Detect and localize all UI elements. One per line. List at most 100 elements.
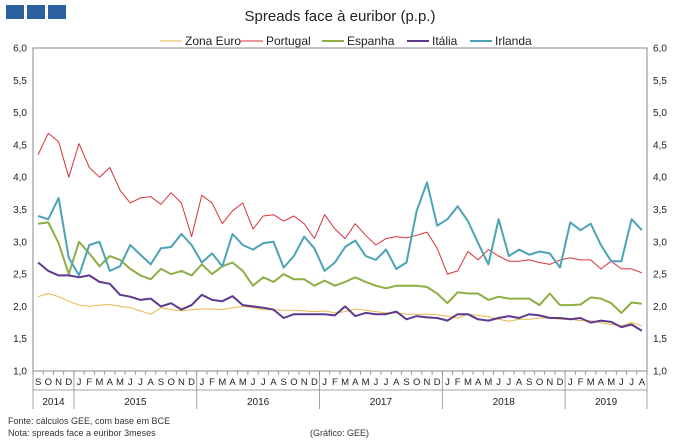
x-month-label: O bbox=[536, 377, 543, 388]
x-month-label: M bbox=[341, 377, 349, 388]
y-tick-right: 4,5 bbox=[653, 140, 667, 151]
x-month-label: A bbox=[639, 377, 646, 388]
method-note: Nota: spreads face a euribor 3meses bbox=[8, 428, 156, 438]
x-month-label: D bbox=[65, 377, 72, 388]
x-month-label: J bbox=[373, 377, 378, 388]
legend-label: Irlanda bbox=[495, 34, 532, 48]
series-line-espanha bbox=[37, 221, 643, 314]
x-year-label: 2017 bbox=[370, 397, 393, 408]
y-tick-left: 3,5 bbox=[13, 205, 27, 216]
y-tick-right: 2,5 bbox=[653, 270, 667, 281]
y-tick-right: 6,0 bbox=[653, 44, 667, 55]
legend-label: Portugal bbox=[266, 34, 311, 48]
x-month-label: M bbox=[362, 377, 370, 388]
y-tick-left: 4,5 bbox=[13, 140, 27, 151]
legend-label: Zona Euro bbox=[185, 34, 241, 48]
x-month-label: S bbox=[403, 377, 409, 388]
source-note: Fonte: cálculos GEE, com base em BCE bbox=[8, 416, 171, 426]
x-month-label: J bbox=[138, 377, 143, 388]
x-month-label: A bbox=[229, 377, 236, 388]
x-year-label: 2015 bbox=[124, 397, 147, 408]
x-month-label: F bbox=[455, 377, 461, 388]
y-tick-right: 2,0 bbox=[653, 302, 667, 313]
x-month-label: J bbox=[199, 377, 204, 388]
x-month-label: J bbox=[619, 377, 624, 388]
series-line-irlanda bbox=[37, 181, 643, 277]
y-tick-right: 1,0 bbox=[653, 367, 667, 378]
y-tick-right: 4,0 bbox=[653, 173, 667, 184]
x-month-label: N bbox=[424, 377, 431, 388]
x-month-label: D bbox=[557, 377, 564, 388]
y-tick-left: 4,0 bbox=[13, 173, 27, 184]
x-month-label: N bbox=[546, 377, 553, 388]
x-month-label: M bbox=[607, 377, 615, 388]
x-month-label: J bbox=[629, 377, 634, 388]
x-month-label: M bbox=[218, 377, 226, 388]
x-month-label: A bbox=[107, 377, 114, 388]
x-month-label: A bbox=[148, 377, 155, 388]
x-month-label: M bbox=[587, 377, 595, 388]
x-month-label: F bbox=[578, 377, 584, 388]
x-month-label: J bbox=[506, 377, 511, 388]
x-month-label: N bbox=[55, 377, 62, 388]
x-month-label: D bbox=[188, 377, 195, 388]
x-month-label: F bbox=[86, 377, 92, 388]
y-tick-left: 5,5 bbox=[13, 76, 27, 87]
y-tick-left: 6,0 bbox=[13, 44, 27, 55]
plot-frame bbox=[32, 47, 648, 372]
y-tick-right: 5,5 bbox=[653, 76, 667, 87]
x-month-label: D bbox=[434, 377, 441, 388]
x-month-label: M bbox=[116, 377, 124, 388]
y-tick-right: 1,5 bbox=[653, 334, 667, 345]
x-month-label: A bbox=[393, 377, 400, 388]
x-month-label: J bbox=[77, 377, 82, 388]
series-line-itlia bbox=[37, 261, 643, 332]
logo-block bbox=[48, 5, 66, 19]
y-tick-left: 2,5 bbox=[13, 270, 27, 281]
y-tick-left: 1,5 bbox=[13, 334, 27, 345]
x-month-label: F bbox=[209, 377, 215, 388]
x-month-label: O bbox=[413, 377, 420, 388]
x-month-label: S bbox=[281, 377, 287, 388]
chart-title: Spreads face à euribor (p.p.) bbox=[244, 8, 436, 25]
x-month-label: J bbox=[261, 377, 266, 388]
x-month-label: M bbox=[96, 377, 104, 388]
x-month-label: J bbox=[251, 377, 256, 388]
legend-label: Espanha bbox=[347, 34, 395, 48]
legend-label: Itália bbox=[432, 34, 458, 48]
series-line-portugal bbox=[37, 132, 643, 275]
y-tick-right: 3,0 bbox=[653, 237, 667, 248]
x-month-label: S bbox=[35, 377, 41, 388]
y-tick-left: 1,0 bbox=[13, 367, 27, 378]
chart-credit: (Gráfico: GEE) bbox=[310, 428, 370, 438]
y-tick-right: 3,5 bbox=[653, 205, 667, 216]
x-month-label: S bbox=[158, 377, 164, 388]
x-month-label: J bbox=[322, 377, 327, 388]
y-tick-left: 3,0 bbox=[13, 237, 27, 248]
x-month-label: M bbox=[464, 377, 472, 388]
y-tick-left: 5,0 bbox=[13, 108, 27, 119]
x-month-label: A bbox=[352, 377, 359, 388]
x-year-label: 2016 bbox=[247, 397, 270, 408]
x-month-label: F bbox=[332, 377, 338, 388]
x-month-label: N bbox=[301, 377, 308, 388]
x-month-label: A bbox=[598, 377, 605, 388]
x-month-label: J bbox=[128, 377, 133, 388]
x-month-label: A bbox=[270, 377, 277, 388]
x-month-label: M bbox=[239, 377, 247, 388]
x-month-label: O bbox=[167, 377, 174, 388]
x-month-label: A bbox=[516, 377, 523, 388]
x-month-label: A bbox=[475, 377, 482, 388]
x-month-label: J bbox=[496, 377, 501, 388]
x-month-label: S bbox=[526, 377, 532, 388]
x-year-label: 2018 bbox=[493, 397, 516, 408]
x-month-label: J bbox=[384, 377, 389, 388]
x-month-label: D bbox=[311, 377, 318, 388]
y-tick-right: 5,0 bbox=[653, 108, 667, 119]
x-month-label: O bbox=[290, 377, 297, 388]
x-month-label: N bbox=[178, 377, 185, 388]
x-year-label: 2019 bbox=[595, 397, 618, 408]
x-month-label: J bbox=[568, 377, 573, 388]
logo-block bbox=[27, 5, 45, 19]
